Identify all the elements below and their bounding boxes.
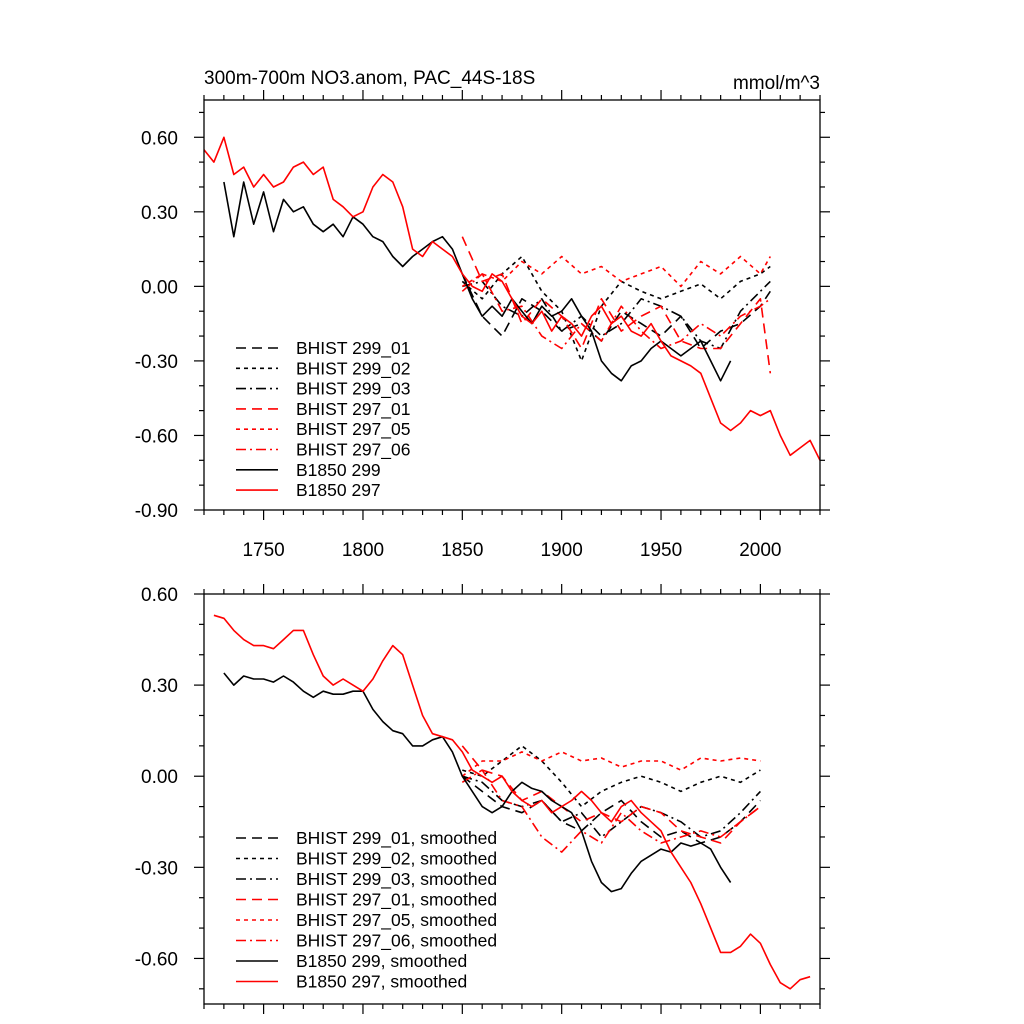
legend-label: BHIST 299_02, smoothed — [296, 849, 497, 870]
y-tick-label: 0.60 — [141, 128, 178, 149]
x-tick-label: 1900 — [541, 540, 583, 561]
series-line-5 — [461, 751, 761, 777]
y-tick-label: -0.90 — [135, 501, 178, 522]
legend-label: BHIST 297_06 — [296, 440, 410, 461]
plot-frame — [203, 99, 821, 511]
legend-label: BHIST 297_05, smoothed — [296, 910, 497, 931]
series-line-8 — [213, 614, 811, 990]
x-tick-label: 1750 — [242, 540, 284, 561]
y-tick-label: -0.30 — [135, 858, 178, 879]
series-line-3 — [462, 775, 761, 838]
series-line-4 — [461, 236, 772, 374]
y-tick-label: 0.60 — [141, 585, 178, 606]
legend-label: BHIST 299_01 — [296, 338, 410, 359]
plot-frame — [203, 593, 821, 1005]
legend-label: BHIST 299_03 — [296, 379, 410, 400]
y-tick-label: -0.30 — [135, 352, 178, 373]
legend-label: BHIST 299_02 — [296, 358, 410, 379]
series-line-7 — [223, 181, 732, 382]
x-tick-label: 2000 — [739, 540, 781, 561]
series-line-5 — [461, 255, 771, 288]
series-line-1 — [461, 775, 761, 844]
series-line-2 — [462, 745, 761, 808]
legend-label: BHIST 297_05 — [296, 419, 410, 440]
legend-label: B1850 299 — [296, 460, 381, 480]
y-tick-label: 0.00 — [141, 277, 178, 298]
y-tick-label: 0.00 — [141, 767, 178, 788]
top-panel: 300m-700m NO3.anom, PAC_44S-18S mmol/m^3… — [135, 68, 830, 561]
series-line-6 — [461, 273, 771, 350]
y-tick-label: -0.60 — [135, 426, 178, 447]
chart-title: 300m-700m NO3.anom, PAC_44S-18S — [204, 68, 535, 89]
series-line-8 — [204, 136, 820, 461]
legend-label: BHIST 299_01, smoothed — [296, 828, 497, 849]
legend-label: B1850 297, smoothed — [296, 972, 467, 992]
x-tick-label: 1800 — [342, 540, 384, 561]
legend-label: BHIST 297_01 — [296, 399, 410, 420]
series-line-1 — [461, 273, 771, 350]
series-line-7 — [223, 672, 732, 893]
series-line-3 — [462, 280, 771, 350]
y-tick-label: 0.30 — [141, 676, 178, 697]
legend-label: BHIST 297_06, smoothed — [296, 931, 497, 952]
legend-label: BHIST 297_01, smoothed — [296, 890, 497, 911]
series-line-4 — [461, 745, 761, 844]
y-tick-label: -0.60 — [135, 949, 178, 970]
x-tick-label: 1850 — [441, 540, 483, 561]
bottom-panel: 0.60 0.30 0.00 -0.30 -0.60 BHIST 299_01, smoo… — [135, 584, 830, 1014]
legend-label: BHIST 299_03, smoothed — [296, 869, 497, 890]
legend-label: B1850 299, smoothed — [296, 951, 467, 971]
series-line-2 — [461, 255, 771, 362]
y-tick-label: 0.30 — [141, 203, 178, 224]
series-group — [213, 614, 811, 990]
units-label: mmol/m^3 — [733, 73, 820, 94]
series-group — [204, 136, 820, 461]
x-tick-label: 1950 — [640, 540, 682, 561]
legend-label: B1850 297 — [296, 480, 381, 500]
